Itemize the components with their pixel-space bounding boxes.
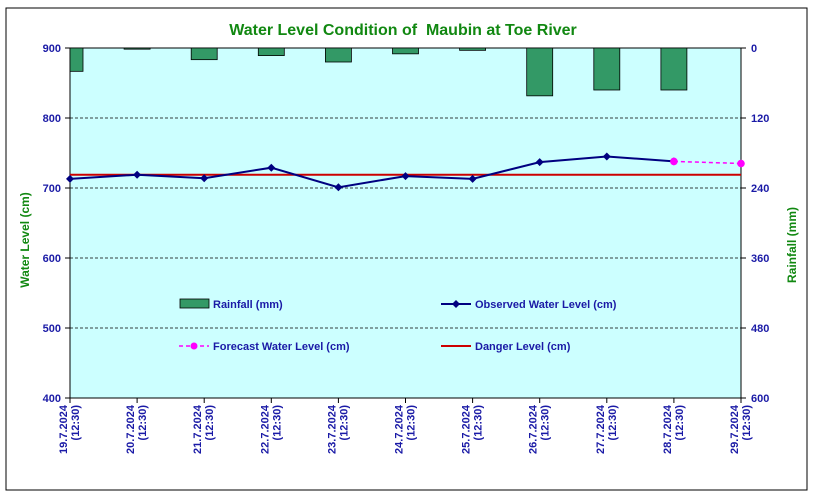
y-left-tick-label: 500 — [43, 323, 61, 335]
x-tick-label: 26.7.2024(12:30) — [528, 404, 552, 454]
legend-swatch-rainfall — [179, 298, 210, 309]
y-right-tick-label: 600 — [751, 393, 769, 405]
x-tick-label: 21.7.2024(12:30) — [192, 404, 216, 454]
x-tick-label-date: 29.7.2024 — [729, 404, 741, 454]
rainfall-bar — [660, 47, 688, 91]
x-tick-label-time: (12:30) — [338, 405, 350, 441]
x-tick-label-time: (12:30) — [204, 405, 216, 441]
legend-label-danger: Danger Level (cm) — [475, 341, 571, 353]
observed-point — [468, 174, 477, 183]
legend-swatch-observed-marker — [452, 300, 460, 308]
x-tick-label: 28.7.2024(12:30) — [662, 404, 686, 454]
x-tick-label-date: 24.7.2024 — [394, 404, 406, 454]
y-left-tick-label: 800 — [43, 113, 61, 125]
x-tick-label-date: 21.7.2024 — [192, 404, 204, 454]
observed-point — [602, 152, 611, 161]
y-right-tick-label: 0 — [751, 43, 757, 55]
observed-water-level-line — [69, 155, 674, 189]
x-tick-label: 25.7.2024(12:30) — [461, 404, 485, 454]
plot-area — [69, 47, 742, 399]
x-tick-label-time: (12:30) — [607, 405, 619, 441]
x-tick-label-time: (12:30) — [674, 405, 686, 441]
y-left-tick-label: 400 — [43, 393, 61, 405]
legend-label-forecast: Forecast Water Level (cm) — [213, 341, 350, 353]
observed-point — [401, 172, 410, 181]
x-tick-label: 22.7.2024(12:30) — [259, 404, 283, 454]
rainfall-bar — [190, 47, 218, 61]
y-left-tick-label: 600 — [43, 253, 61, 265]
x-tick-label-time: (12:30) — [406, 405, 418, 441]
x-tick-label-time: (12:30) — [741, 405, 753, 441]
legend-label-rainfall: Rainfall (mm) — [213, 299, 283, 311]
forecast-point — [670, 157, 678, 166]
x-tick-label: 23.7.2024(12:30) — [326, 404, 350, 454]
observed-point — [334, 183, 343, 192]
line-layer — [66, 152, 745, 192]
x-tick-label-date: 22.7.2024 — [259, 404, 271, 454]
x-tick-label-date: 25.7.2024 — [461, 404, 473, 454]
observed-point — [267, 163, 276, 172]
y-right-tick-label: 360 — [751, 253, 769, 265]
y-axis-right-label: Rainfall (mm) — [785, 207, 799, 283]
axis-layer: 400 500 600 700 800 900 0 120 240 360 480 600 19.7.2… — [43, 43, 770, 454]
rainfall-bar — [69, 47, 84, 72]
y-left-tick-label: 900 — [43, 43, 61, 55]
x-tick-label: 24.7.2024(12:30) — [394, 404, 418, 454]
observed-point — [535, 158, 544, 167]
rainfall-bar — [392, 47, 419, 55]
y-right-tick-label: 480 — [751, 323, 769, 335]
bar-layer — [69, 47, 688, 97]
y-right-tick-label: 240 — [751, 183, 769, 195]
y-left-tick-label: 700 — [43, 183, 61, 195]
rainfall-bar — [324, 47, 352, 63]
x-tick-label-time: (12:30) — [473, 405, 485, 441]
rainfall-bar — [593, 47, 621, 91]
rainfall-bar — [123, 47, 151, 50]
observed-point — [66, 174, 74, 183]
observed-point — [200, 174, 209, 183]
rainfall-bar — [459, 47, 487, 51]
x-tick-label-time: (12:30) — [540, 405, 552, 441]
x-tick-label-date: 26.7.2024 — [528, 404, 540, 454]
y-axis-left-label: Water Level (cm) — [18, 192, 32, 288]
x-tick-label-time: (12:30) — [70, 405, 82, 441]
x-tick-label: 29.7.2024(12:30) — [729, 404, 753, 454]
x-tick-label: 20.7.2024(12:30) — [125, 404, 149, 454]
rainfall-bar — [257, 47, 285, 56]
x-tick-label: 19.7.2024(12:30) — [58, 404, 82, 454]
x-tick-label-date: 19.7.2024 — [58, 404, 70, 454]
x-tick-label-date: 23.7.2024 — [326, 404, 338, 454]
legend-swatch-forecast-marker — [190, 342, 198, 350]
y-right-tick-label: 120 — [751, 113, 769, 125]
observed-point — [133, 170, 142, 179]
x-tick-label: 27.7.2024(12:30) — [595, 404, 619, 454]
legend-label-observed: Observed Water Level (cm) — [475, 299, 617, 311]
forecast-point — [737, 159, 745, 168]
x-tick-label-date: 20.7.2024 — [125, 404, 137, 454]
x-tick-label-time: (12:30) — [137, 405, 149, 441]
rainfall-bar — [526, 47, 554, 97]
chart-title: Water Level Condition of Maubin at Toe R… — [229, 22, 577, 39]
x-tick-label-time: (12:30) — [271, 405, 283, 441]
x-tick-label-date: 27.7.2024 — [595, 404, 607, 454]
grid-layer — [70, 117, 741, 329]
legend: Rainfall (mm) Observed Water Level (cm) … — [179, 298, 617, 353]
x-tick-label-date: 28.7.2024 — [662, 404, 674, 454]
